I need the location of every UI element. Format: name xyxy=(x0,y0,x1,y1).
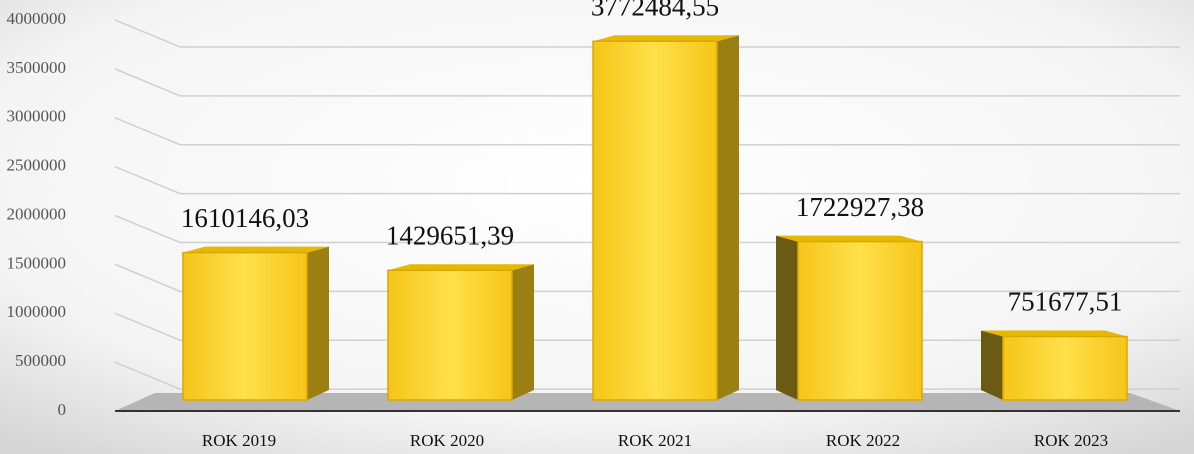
bar-side xyxy=(307,246,329,400)
bar-side xyxy=(512,264,534,400)
x-tick-label: ROK 2023 xyxy=(1034,431,1108,450)
grid-line xyxy=(114,68,1180,97)
x-tick-label: ROK 2022 xyxy=(826,431,900,450)
value-label: 1429651,39 xyxy=(386,220,514,250)
y-tick-label: 0 xyxy=(58,400,67,419)
y-tick-label: 1000000 xyxy=(7,302,67,321)
bar-top xyxy=(981,330,1127,337)
value-label: 1610146,03 xyxy=(181,203,309,233)
y-tick-label: 1500000 xyxy=(7,253,67,272)
grid-line xyxy=(114,165,1180,195)
bar-top xyxy=(388,264,534,271)
bar-front xyxy=(797,240,923,401)
bar-front xyxy=(182,251,308,401)
y-tick-label: 500000 xyxy=(15,351,66,370)
value-label: 751677,51 xyxy=(1008,287,1123,317)
bar-front xyxy=(387,269,513,401)
bar-side xyxy=(981,330,1003,400)
y-tick-label: 3500000 xyxy=(7,58,67,77)
value-label: 1722927,38 xyxy=(796,192,924,222)
y-tick-label: 2000000 xyxy=(7,204,67,223)
bar xyxy=(182,246,329,401)
bar-front xyxy=(1002,335,1128,401)
x-tick-label: ROK 2019 xyxy=(202,431,276,450)
bar xyxy=(776,235,923,401)
y-tick-label: 4000000 xyxy=(7,9,67,28)
bar-side xyxy=(776,235,798,400)
bar-top xyxy=(593,35,739,42)
bar-front xyxy=(592,40,718,401)
bar-top xyxy=(183,246,329,253)
grid-line xyxy=(114,19,1180,48)
y-tick-label: 3000000 xyxy=(7,107,67,126)
x-tick-label: ROK 2020 xyxy=(410,431,484,450)
bar-top xyxy=(776,235,922,242)
bar xyxy=(981,330,1128,401)
value-label: 3772484,55 xyxy=(591,0,719,21)
grid-line xyxy=(114,117,1180,146)
bar xyxy=(592,35,739,401)
y-tick-label: 2500000 xyxy=(7,156,67,175)
bar xyxy=(387,264,534,401)
bar-side xyxy=(717,35,739,401)
x-tick-label: ROK 2021 xyxy=(618,431,692,450)
